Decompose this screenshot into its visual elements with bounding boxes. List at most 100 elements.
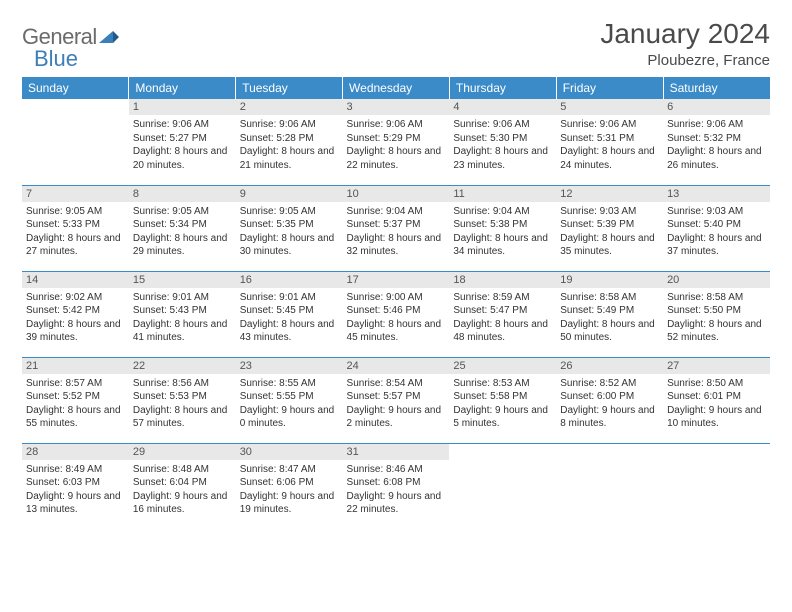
calendar-week-row: 21Sunrise: 8:57 AMSunset: 5:52 PMDayligh… <box>22 357 770 443</box>
sunset-line: Sunset: 5:53 PM <box>133 390 232 404</box>
calendar-cell: 30Sunrise: 8:47 AMSunset: 6:06 PMDayligh… <box>236 443 343 529</box>
sunset-line: Sunset: 5:37 PM <box>347 218 446 232</box>
daylight-line: Daylight: 8 hours and 32 minutes. <box>347 232 446 259</box>
day-number: 5 <box>556 99 663 115</box>
calendar-cell: 1Sunrise: 9:06 AMSunset: 5:27 PMDaylight… <box>129 99 236 185</box>
day-number: 22 <box>129 358 236 374</box>
day-number: 10 <box>343 186 450 202</box>
calendar-cell: 12Sunrise: 9:03 AMSunset: 5:39 PMDayligh… <box>556 185 663 271</box>
sunrise-line: Sunrise: 9:03 AM <box>560 205 659 219</box>
day-number: 3 <box>343 99 450 115</box>
calendar-cell: 21Sunrise: 8:57 AMSunset: 5:52 PMDayligh… <box>22 357 129 443</box>
calendar-cell: 15 Sunrise: 9:01 AMSunset: 5:43 PMDayligh… <box>129 271 236 357</box>
day-number: 13 <box>663 186 770 202</box>
daylight-line: Daylight: 9 hours and 0 minutes. <box>240 404 339 431</box>
calendar-cell <box>556 443 663 529</box>
sunset-line: Sunset: 5:29 PM <box>347 132 446 146</box>
sunset-line: Sunset: 5:28 PM <box>240 132 339 146</box>
sunrise-line: Sunrise: 9:06 AM <box>667 118 766 132</box>
sunrise-line: Sunrise: 8:55 AM <box>240 377 339 391</box>
calendar-header-row: SundayMondayTuesdayWednesdayThursdayFrid… <box>22 77 770 99</box>
calendar-cell: 2Sunrise: 9:06 AMSunset: 5:28 PMDaylight… <box>236 99 343 185</box>
sunset-line: Sunset: 5:38 PM <box>453 218 552 232</box>
sunrise-line: Sunrise: 8:48 AM <box>133 463 232 477</box>
sunrise-line: Sunrise: 8:46 AM <box>347 463 446 477</box>
day-number: 26 <box>556 358 663 374</box>
calendar-cell: 10Sunrise: 9:04 AMSunset: 5:37 PMDayligh… <box>343 185 450 271</box>
daylight-line: Daylight: 8 hours and 26 minutes. <box>667 145 766 172</box>
daylight-line: Daylight: 8 hours and 39 minutes. <box>26 318 125 345</box>
calendar-cell: 31Sunrise: 8:46 AMSunset: 6:08 PMDayligh… <box>343 443 450 529</box>
sunset-line: Sunset: 5:35 PM <box>240 218 339 232</box>
sunset-line: Sunset: 6:03 PM <box>26 476 125 490</box>
day-number: 25 <box>449 358 556 374</box>
daylight-line: Daylight: 8 hours and 55 minutes. <box>26 404 125 431</box>
day-number: 7 <box>22 186 129 202</box>
sunset-line: Sunset: 5:57 PM <box>347 390 446 404</box>
daylight-line: Daylight: 8 hours and 48 minutes. <box>453 318 552 345</box>
calendar-cell: 7Sunrise: 9:05 AMSunset: 5:33 PMDaylight… <box>22 185 129 271</box>
location-label: Ploubezre, France <box>600 52 770 69</box>
calendar-cell: 25Sunrise: 8:53 AMSunset: 5:58 PMDayligh… <box>449 357 556 443</box>
daylight-line: Daylight: 8 hours and 57 minutes. <box>133 404 232 431</box>
sunset-line: Sunset: 5:43 PM <box>133 304 232 318</box>
day-number: 30 <box>236 444 343 460</box>
sunrise-line: Sunrise: 9:06 AM <box>347 118 446 132</box>
calendar-cell: 24Sunrise: 8:54 AMSunset: 5:57 PMDayligh… <box>343 357 450 443</box>
sunrise-line: Sunrise: 9:01 AM <box>133 291 232 305</box>
sunrise-line: Sunrise: 9:00 AM <box>347 291 446 305</box>
sunset-line: Sunset: 5:49 PM <box>560 304 659 318</box>
sunrise-line: Sunrise: 9:05 AM <box>133 205 232 219</box>
sunset-line: Sunset: 5:47 PM <box>453 304 552 318</box>
sunrise-line: Sunrise: 8:52 AM <box>560 377 659 391</box>
day-number: 21 <box>22 358 129 374</box>
calendar-cell: 11Sunrise: 9:04 AMSunset: 5:38 PMDayligh… <box>449 185 556 271</box>
sunset-line: Sunset: 5:45 PM <box>240 304 339 318</box>
sunrise-line: Sunrise: 8:58 AM <box>667 291 766 305</box>
calendar-cell: 4Sunrise: 9:06 AMSunset: 5:30 PMDaylight… <box>449 99 556 185</box>
day-number: 18 <box>449 272 556 288</box>
calendar-cell: 3Sunrise: 9:06 AMSunset: 5:29 PMDaylight… <box>343 99 450 185</box>
sunset-line: Sunset: 6:06 PM <box>240 476 339 490</box>
sunset-line: Sunset: 5:32 PM <box>667 132 766 146</box>
daylight-line: Daylight: 8 hours and 35 minutes. <box>560 232 659 259</box>
sunset-line: Sunset: 6:08 PM <box>347 476 446 490</box>
daylight-line: Daylight: 8 hours and 30 minutes. <box>240 232 339 259</box>
sunrise-line: Sunrise: 8:57 AM <box>26 377 125 391</box>
day-header: Wednesday <box>343 77 450 99</box>
calendar-body: 1Sunrise: 9:06 AMSunset: 5:27 PMDaylight… <box>22 99 770 529</box>
day-number: 12 <box>556 186 663 202</box>
sunrise-line: Sunrise: 9:02 AM <box>26 291 125 305</box>
sunrise-line: Sunrise: 8:58 AM <box>560 291 659 305</box>
daylight-line: Daylight: 9 hours and 19 minutes. <box>240 490 339 517</box>
sunrise-line: Sunrise: 9:05 AM <box>26 205 125 219</box>
daylight-line: Daylight: 9 hours and 8 minutes. <box>560 404 659 431</box>
sunrise-line: Sunrise: 9:01 AM <box>240 291 339 305</box>
calendar-cell: 16Sunrise: 9:01 AMSunset: 5:45 PMDayligh… <box>236 271 343 357</box>
daylight-line: Daylight: 8 hours and 41 minutes. <box>133 318 232 345</box>
sunset-line: Sunset: 6:04 PM <box>133 476 232 490</box>
sunrise-line: Sunrise: 8:56 AM <box>133 377 232 391</box>
daylight-line: Daylight: 9 hours and 2 minutes. <box>347 404 446 431</box>
day-number: 16 <box>236 272 343 288</box>
flag-icon <box>99 29 119 45</box>
calendar-cell <box>449 443 556 529</box>
title-block: January 2024 Ploubezre, France <box>600 18 770 69</box>
day-number: 24 <box>343 358 450 374</box>
calendar-cell: 5Sunrise: 9:06 AMSunset: 5:31 PMDaylight… <box>556 99 663 185</box>
daylight-line: Daylight: 8 hours and 23 minutes. <box>453 145 552 172</box>
day-number: 11 <box>449 186 556 202</box>
calendar-cell: 13Sunrise: 9:03 AMSunset: 5:40 PMDayligh… <box>663 185 770 271</box>
daylight-line: Daylight: 9 hours and 5 minutes. <box>453 404 552 431</box>
calendar-cell: 6Sunrise: 9:06 AMSunset: 5:32 PMDaylight… <box>663 99 770 185</box>
sunset-line: Sunset: 5:33 PM <box>26 218 125 232</box>
calendar-cell: 26Sunrise: 8:52 AMSunset: 6:00 PMDayligh… <box>556 357 663 443</box>
sunrise-line: Sunrise: 8:49 AM <box>26 463 125 477</box>
day-number: 15 <box>129 272 236 288</box>
sunset-line: Sunset: 5:34 PM <box>133 218 232 232</box>
daylight-line: Daylight: 8 hours and 37 minutes. <box>667 232 766 259</box>
calendar-cell: 14Sunrise: 9:02 AMSunset: 5:42 PMDayligh… <box>22 271 129 357</box>
calendar-cell: 8Sunrise: 9:05 AMSunset: 5:34 PMDaylight… <box>129 185 236 271</box>
sunrise-line: Sunrise: 8:50 AM <box>667 377 766 391</box>
day-number: 8 <box>129 186 236 202</box>
